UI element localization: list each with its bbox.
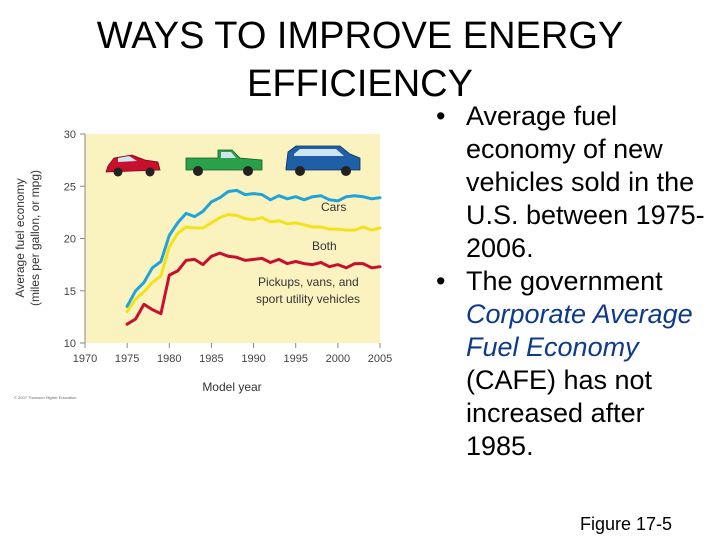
y-tick-label: 25: [64, 181, 76, 193]
bullet-item-2: • The government Corporate Average Fuel …: [434, 265, 714, 463]
y-axis-label-line2: (miles per gallon, or mpg): [28, 170, 42, 306]
figure-label: Figure 17-5: [580, 514, 673, 534]
annotation-trucks-line1: Pickups, vans, and: [258, 275, 359, 289]
x-tick-label: 1985: [199, 353, 223, 365]
series-line-cars: [125, 188, 382, 308]
slide-title-line1: WAYS TO IMPROVE ENERGY: [96, 15, 624, 57]
bullet-dot: •: [436, 101, 446, 131]
x-tick-label: 1980: [157, 353, 181, 365]
fuel-economy-chart: 10 15 20 25 30 1970 1975 1980 1985 1990 1995 2000 20…: [13, 129, 392, 400]
x-axis-label: Model year: [202, 380, 261, 394]
bullet-1-text: Average fuel economy of new vehicles sol…: [466, 101, 705, 263]
x-tick-label: 2000: [326, 353, 350, 365]
x-tick-label: 2005: [368, 353, 392, 365]
annotation-trucks-line2: sport utility vehicles: [256, 292, 360, 306]
y-tick-label: 30: [64, 129, 76, 141]
series-line-trucks: [125, 251, 382, 326]
pickup-truck-icon: [185, 149, 263, 176]
bullet-dot: •: [436, 266, 446, 296]
suv-icon: [285, 145, 361, 176]
annotation-both: Both: [312, 239, 337, 253]
x-tick-label: 1975: [115, 353, 139, 365]
slide-title-line2: EFFICIENCY: [247, 63, 473, 105]
bullet-2-text-a: The government: [466, 266, 663, 296]
bullet-2-text-b: (CAFE) has not increased after 1985.: [466, 365, 653, 461]
copyright-text: © 2007 Thomson Higher Education: [14, 395, 76, 400]
y-tick-label: 10: [64, 338, 76, 350]
y-axis-label-line1: Average fuel economy: [13, 178, 27, 297]
y-tick-label: 15: [64, 286, 76, 298]
bullet-list: • Average fuel economy of new vehicles s…: [434, 100, 714, 463]
x-tick-label: 1995: [283, 353, 307, 365]
x-tick-label: 1990: [241, 353, 265, 365]
cafe-emphasis: Corporate Average Fuel Economy: [466, 299, 693, 362]
car-icon: [105, 154, 161, 177]
series-line-both: [125, 213, 382, 314]
x-tick-label: 1970: [73, 353, 97, 365]
bullet-item-1: • Average fuel economy of new vehicles s…: [434, 100, 714, 265]
y-tick-label: 20: [64, 234, 76, 246]
annotation-cars: Cars: [321, 200, 346, 214]
